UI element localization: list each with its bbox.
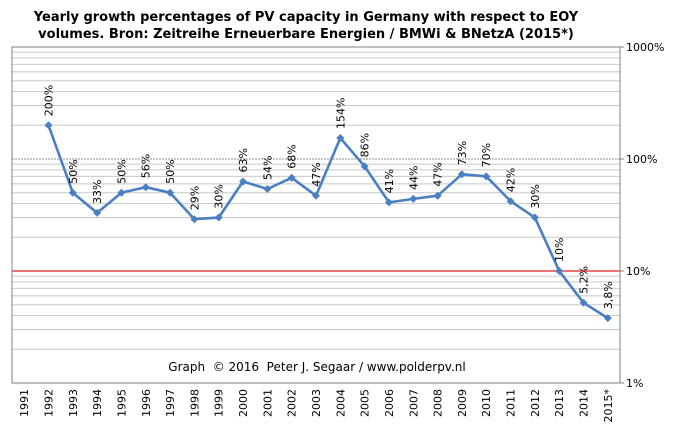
x-tick-label: 2003 <box>310 389 323 417</box>
data-label-2008: 47% <box>432 162 445 186</box>
x-tick-label: 2004 <box>334 389 347 417</box>
chart-credit: Graph © 2016 Peter J. Segaar / www.polde… <box>168 360 465 374</box>
y-tick-label: 100% <box>626 153 657 166</box>
x-tick-label: 2007 <box>407 389 420 417</box>
data-point-2009 <box>457 170 466 179</box>
data-point-1993 <box>68 188 77 197</box>
data-point-2013 <box>555 267 564 275</box>
x-tick-label: 1998 <box>188 389 201 417</box>
data-label-2007: 44% <box>407 165 420 189</box>
data-point-1998 <box>190 215 199 224</box>
data-point-2015 <box>603 314 612 323</box>
data-label-2015: 3,8% <box>602 281 615 309</box>
x-tick-label: 1994 <box>91 389 104 417</box>
data-label-2014: 5,2% <box>578 266 591 294</box>
data-point-2003 <box>312 191 320 200</box>
x-tick-label: 2013 <box>553 389 566 417</box>
x-tick-label: 2002 <box>286 389 299 417</box>
x-tick-label: 2005 <box>359 389 372 417</box>
x-tick-label: 1997 <box>164 389 177 417</box>
data-label-1992: 200% <box>42 85 55 116</box>
data-label-2003: 47% <box>310 162 323 186</box>
data-label-2004: 154% <box>334 98 347 129</box>
y-tick-label: 1% <box>626 377 643 390</box>
data-label-2005: 86% <box>359 133 372 157</box>
data-labels: 200% 50% 33% 50% 56% 50% 29% 30% 63% 54% 68% 47% 154… <box>42 85 614 309</box>
data-point-2002 <box>287 173 296 182</box>
data-point-2007 <box>409 194 418 203</box>
data-label-1994: 33% <box>91 179 104 203</box>
data-point-2014 <box>579 298 588 307</box>
data-label-1993: 50% <box>67 159 80 183</box>
x-tick-label: 2015* <box>602 389 615 423</box>
data-point-2000 <box>239 177 248 186</box>
plot-area <box>12 47 620 383</box>
chart-title-line-2: volumes. Bron: Zeitreihe Erneuerbare Ene… <box>38 27 574 42</box>
data-label-2012: 30% <box>529 184 542 208</box>
x-tick-label: 2000 <box>237 389 250 417</box>
data-point-2006 <box>384 198 393 207</box>
x-tick-label: 2010 <box>480 389 493 417</box>
data-label-2009: 73% <box>456 141 469 165</box>
data-point-2011 <box>506 197 515 206</box>
y-tick-label: 1000% <box>626 41 664 54</box>
data-label-2010: 70% <box>480 143 493 167</box>
data-label-2000: 63% <box>237 148 250 172</box>
data-label-2011: 42% <box>505 168 518 192</box>
x-tick-label: 1999 <box>213 389 226 417</box>
data-point-1996 <box>141 183 150 192</box>
data-label-1995: 50% <box>115 159 128 183</box>
series-line <box>47 124 609 320</box>
data-point-2004 <box>336 133 345 142</box>
plot-border <box>11 46 621 384</box>
x-tick-label: 2008 <box>432 389 445 417</box>
data-point-2008 <box>433 191 442 200</box>
data-label-2006: 41% <box>383 169 396 193</box>
data-label-2001: 54% <box>261 156 274 180</box>
grid <box>12 51 620 350</box>
x-tick-label: 1995 <box>115 389 128 417</box>
x-tick-label: 2009 <box>456 389 469 417</box>
data-point-2010 <box>482 172 491 181</box>
data-point-2005 <box>360 162 369 171</box>
series-growth <box>44 121 612 323</box>
data-label-1998: 29% <box>188 186 201 210</box>
x-tick-label: 2014 <box>578 389 591 417</box>
x-tick-label: 2012 <box>529 389 542 417</box>
data-label-2002: 68% <box>286 144 299 168</box>
data-point-1997 <box>166 188 175 197</box>
x-tick-label: 1991 <box>18 389 31 417</box>
data-point-1995 <box>117 188 126 197</box>
chart-title-line-1: Yearly growth percentages of PV capacity… <box>33 10 579 25</box>
y-tick-label: 10% <box>626 265 650 278</box>
x-tick-label: 2001 <box>261 389 274 417</box>
data-point-1999 <box>214 213 223 222</box>
data-label-1999: 30% <box>213 184 226 208</box>
data-label-2013: 10% <box>553 238 566 262</box>
y-axis: 1% 10% 100% 1000% <box>620 41 664 390</box>
x-tick-label: 1993 <box>67 389 80 417</box>
x-axis: 1991 1992 1993 1994 1995 1996 1997 1998 1999 2000… <box>18 389 615 423</box>
x-tick-label: 2006 <box>383 389 396 417</box>
data-label-1996: 56% <box>140 154 153 178</box>
data-label-1997: 50% <box>164 159 177 183</box>
data-point-2012 <box>530 213 539 222</box>
data-point-1992 <box>44 121 53 130</box>
data-point-1994 <box>93 208 102 217</box>
data-point-2001 <box>263 184 272 193</box>
x-tick-label: 2011 <box>505 389 518 417</box>
x-tick-label: 1992 <box>42 389 55 417</box>
x-tick-label: 1996 <box>140 389 153 417</box>
